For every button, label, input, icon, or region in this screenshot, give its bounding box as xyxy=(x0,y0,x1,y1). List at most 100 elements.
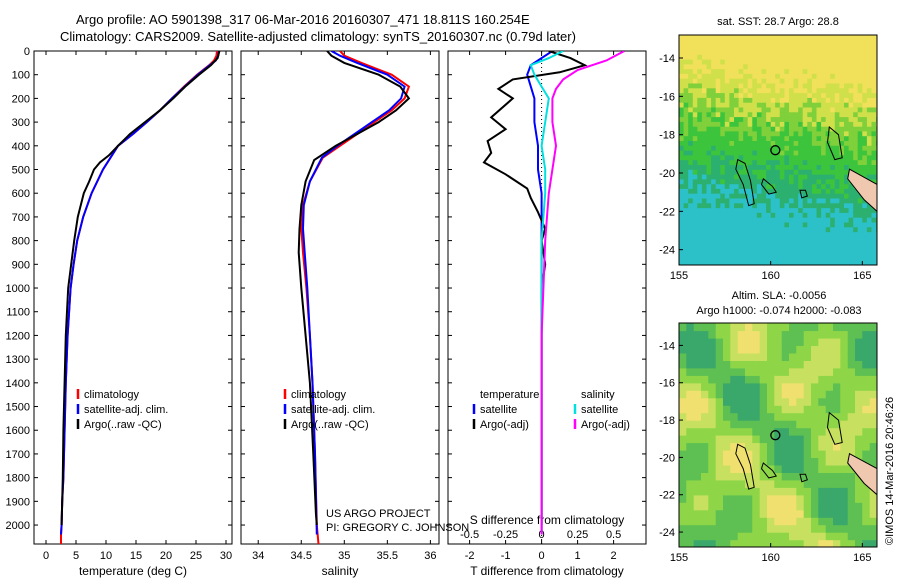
map-cell xyxy=(834,92,840,98)
map-cell xyxy=(738,87,744,94)
map-cell xyxy=(693,442,702,451)
map-cell xyxy=(686,390,695,399)
map-cell xyxy=(825,442,834,451)
map-cell xyxy=(781,509,790,518)
map-cell xyxy=(853,202,859,209)
map-cell xyxy=(811,352,819,361)
map-cell xyxy=(738,260,744,265)
map-cell xyxy=(840,539,849,547)
map-cell xyxy=(855,397,863,406)
map-cell xyxy=(730,330,739,339)
map-cell xyxy=(701,532,709,541)
map-cell xyxy=(847,352,856,361)
map-cell xyxy=(715,345,724,354)
map-cell xyxy=(803,330,812,339)
map-cell xyxy=(871,121,877,127)
map-cell xyxy=(774,330,783,339)
map-cell xyxy=(862,82,868,89)
map-cell xyxy=(738,241,744,247)
map-cell xyxy=(840,323,849,332)
map-cell xyxy=(686,532,695,541)
map-cell xyxy=(796,420,805,429)
legend-label: climatology xyxy=(84,389,140,401)
map-cell xyxy=(803,390,812,399)
map-cell xyxy=(693,382,702,391)
map-cell xyxy=(789,382,797,391)
map-cell xyxy=(847,479,856,488)
map-cell xyxy=(839,49,845,55)
pi-label: PI: GREGORY C. JOHNSON xyxy=(326,522,469,534)
map-cell xyxy=(692,87,698,94)
map-cell xyxy=(781,427,790,436)
map-cell xyxy=(756,250,763,256)
map-cell xyxy=(711,221,717,228)
map-cell xyxy=(745,532,753,541)
map-cell xyxy=(770,97,776,103)
map-cell xyxy=(730,502,739,511)
map-cell xyxy=(793,78,799,84)
map-cell xyxy=(811,360,819,369)
map-cell xyxy=(862,59,868,65)
map-cell xyxy=(747,63,753,70)
map-cell xyxy=(862,221,868,228)
map-cell xyxy=(711,49,717,55)
map-cell xyxy=(715,78,721,84)
map-cell xyxy=(706,78,712,84)
map-cell xyxy=(720,121,726,127)
map-cell xyxy=(807,212,813,218)
map-cell xyxy=(729,159,735,165)
map-cell xyxy=(738,154,744,161)
map-cell xyxy=(803,367,812,376)
map-cell xyxy=(697,121,703,127)
map-cell xyxy=(697,169,703,175)
map-cell xyxy=(720,207,726,213)
map-cell xyxy=(715,164,721,170)
map-cell xyxy=(738,183,744,189)
map-cell xyxy=(756,59,763,65)
map-cell xyxy=(830,102,836,108)
map-cell xyxy=(686,330,695,339)
map-cell xyxy=(793,54,799,60)
map-cell xyxy=(747,130,753,137)
map-cell xyxy=(866,78,873,84)
map-cell xyxy=(715,150,721,156)
map-cell xyxy=(847,442,856,451)
map-cell xyxy=(711,87,717,94)
map-cell xyxy=(848,121,854,127)
map-cell xyxy=(825,164,831,170)
map-cell xyxy=(784,140,790,146)
map-cell xyxy=(720,111,726,118)
map-cell xyxy=(779,145,785,151)
map-cell xyxy=(697,87,703,94)
temperature-series-line-2 xyxy=(60,51,221,526)
map-cell xyxy=(825,412,834,421)
map-cell xyxy=(752,524,761,533)
map-cell xyxy=(871,111,877,118)
map-cell xyxy=(789,457,797,466)
map-cell xyxy=(844,241,850,247)
map-cell xyxy=(853,159,859,165)
map-cell xyxy=(848,193,854,199)
map-cell xyxy=(706,150,712,156)
map-cell xyxy=(798,236,804,242)
map-cell xyxy=(807,217,813,223)
map-cell xyxy=(857,159,863,165)
map-cell xyxy=(756,130,763,137)
map-cell xyxy=(830,111,836,118)
map-cell xyxy=(747,102,753,108)
map-cell xyxy=(770,102,776,108)
map-cell xyxy=(738,217,744,223)
map-cell xyxy=(866,226,873,233)
map-cell xyxy=(697,35,703,41)
map-cell xyxy=(784,59,790,65)
map-cell xyxy=(855,375,863,384)
map-cell xyxy=(825,250,831,256)
map-cell xyxy=(862,169,868,175)
map-cell xyxy=(701,217,708,223)
map-cell xyxy=(834,169,840,175)
map-cell xyxy=(715,226,721,233)
map-cell xyxy=(784,54,790,60)
map-cell xyxy=(711,245,717,252)
map-cell xyxy=(711,39,717,46)
map-cell xyxy=(752,174,758,180)
